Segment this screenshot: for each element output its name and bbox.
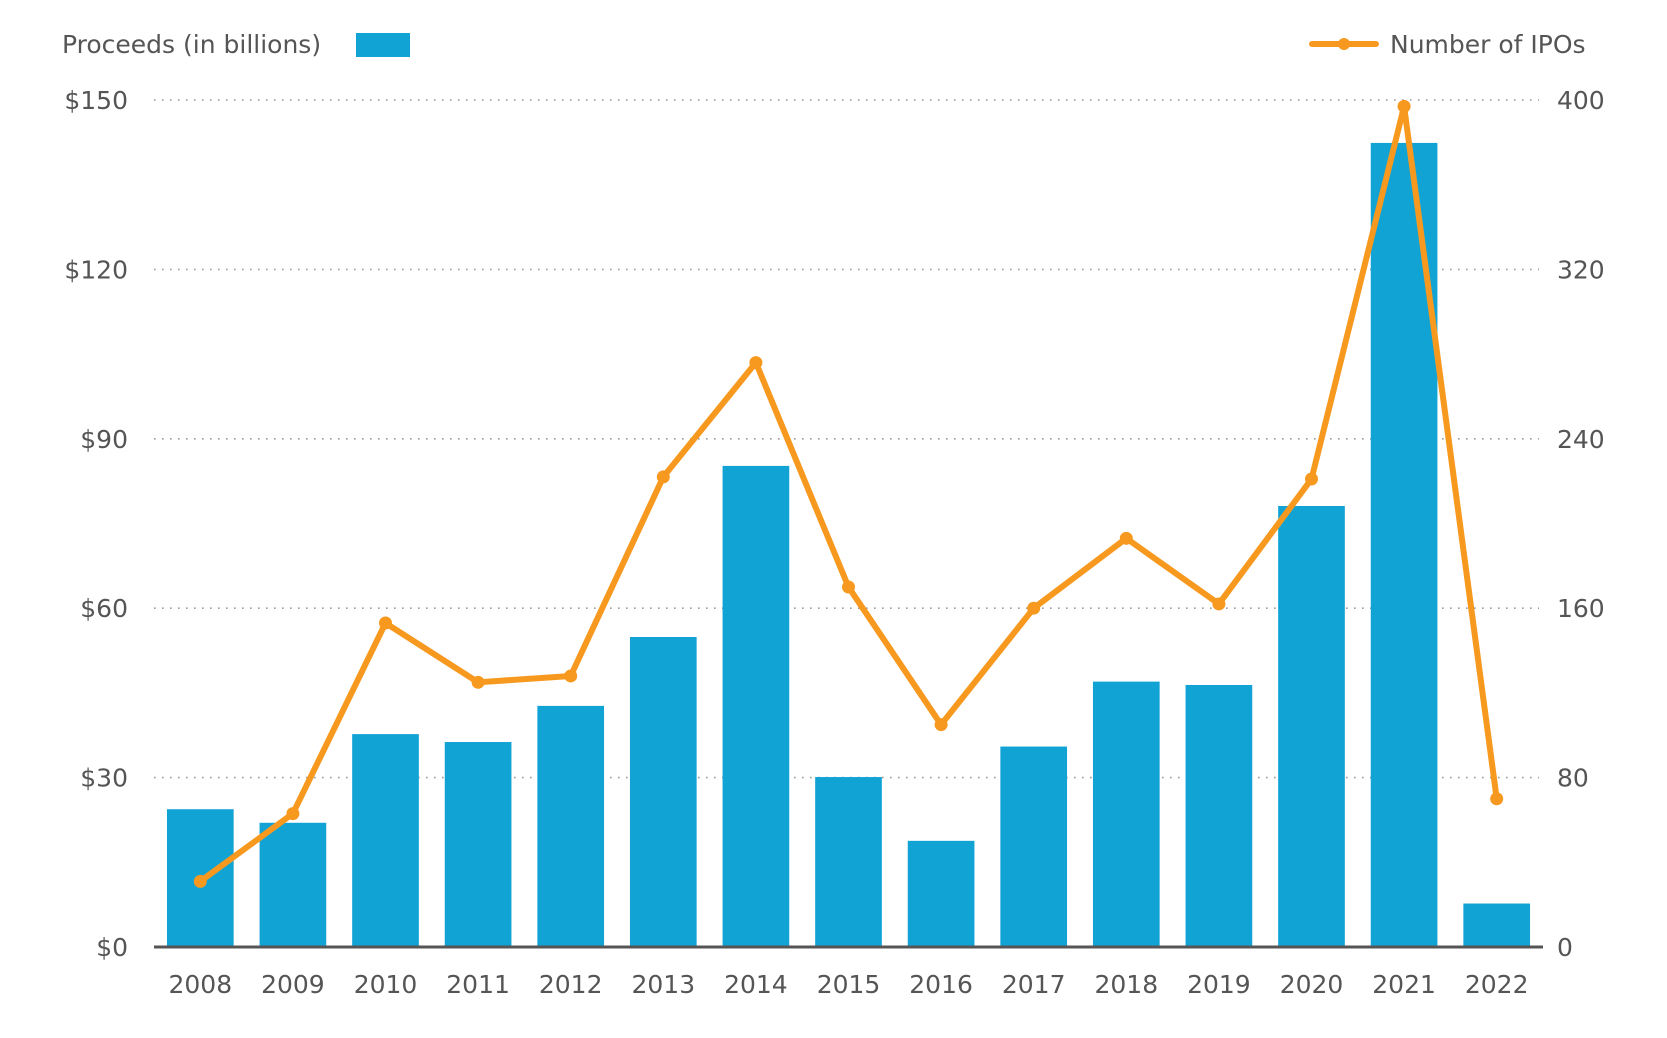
ipo-point-2021 (1397, 99, 1411, 113)
ipo-point-2017 (1027, 601, 1041, 615)
left-tick-label: $90 (80, 425, 128, 454)
x-tick-label: 2019 (1187, 970, 1251, 999)
x-tick-label: 2017 (1002, 970, 1066, 999)
x-axis-ticks: 2008 2009 2010 2011 2012 2013 2014 2015 2016 2017… (168, 970, 1528, 999)
left-tick-label: $150 (64, 86, 128, 115)
legend-ipos-label: Number of IPOs (1390, 30, 1586, 59)
right-tick-label: 400 (1557, 86, 1605, 115)
right-tick-label: 240 (1557, 425, 1605, 454)
proceeds-bar-2017 (1000, 746, 1068, 947)
ipo-point-2019 (1212, 597, 1226, 611)
left-tick-label: $0 (96, 933, 128, 962)
ipo-point-2008 (193, 874, 207, 888)
proceeds-bar-2018 (1092, 681, 1160, 947)
proceeds-bar-2022 (1463, 903, 1531, 947)
x-tick-label: 2010 (354, 970, 418, 999)
x-tick-label: 2013 (631, 970, 695, 999)
legend-proceeds: Proceeds (in billions) (62, 30, 410, 59)
ipo-point-2018 (1119, 531, 1133, 545)
ipo-count-line (193, 99, 1504, 888)
x-tick-label: 2022 (1465, 970, 1529, 999)
right-tick-label: 80 (1557, 764, 1589, 793)
ipo-point-2012 (564, 669, 578, 683)
proceeds-bar-2014 (722, 465, 790, 947)
proceeds-bar-2020 (1278, 505, 1345, 947)
right-tick-label: 0 (1557, 933, 1573, 962)
proceeds-bar-2009 (259, 822, 327, 947)
x-tick-label: 2016 (909, 970, 973, 999)
x-tick-label: 2008 (168, 970, 232, 999)
legend-proceeds-swatch (356, 33, 410, 57)
x-tick-label: 2020 (1280, 970, 1344, 999)
proceeds-bar-2019 (1185, 684, 1253, 947)
ipo-point-2009 (286, 807, 300, 821)
left-tick-label: $60 (80, 594, 128, 623)
legend-ipos-marker (1338, 38, 1350, 50)
proceeds-bars (166, 142, 1531, 947)
ipo-point-2014 (749, 356, 763, 370)
ipo-point-2010 (379, 616, 392, 630)
proceeds-bar-2012 (537, 705, 605, 947)
right-axis-ticks: 0 80 160 240 320 400 (1557, 86, 1605, 962)
ipo-point-2016 (934, 718, 948, 732)
x-tick-label: 2015 (817, 970, 881, 999)
right-tick-label: 320 (1557, 255, 1605, 284)
x-tick-label: 2021 (1372, 970, 1436, 999)
legend-ipos: Number of IPOs (1309, 30, 1586, 59)
x-tick-label: 2018 (1094, 970, 1158, 999)
left-tick-label: $120 (64, 255, 128, 284)
ipo-point-2020 (1305, 472, 1318, 486)
x-tick-label: 2011 (446, 970, 510, 999)
ipo-point-2011 (471, 675, 485, 689)
left-tick-label: $30 (80, 764, 128, 793)
proceeds-bar-2015 (815, 777, 882, 947)
ipo-point-2022 (1490, 792, 1504, 806)
proceeds-bar-2011 (444, 742, 512, 947)
proceeds-bar-2010 (352, 734, 419, 947)
right-tick-label: 160 (1557, 594, 1605, 623)
x-tick-label: 2014 (724, 970, 788, 999)
ipo-point-2013 (656, 470, 670, 484)
x-tick-label: 2009 (261, 970, 325, 999)
x-tick-label: 2012 (539, 970, 603, 999)
ipo-point-2015 (842, 580, 855, 594)
left-axis-ticks: $0 $30 $60 $90 $120 $150 (64, 86, 128, 962)
legend-proceeds-label: Proceeds (in billions) (62, 30, 321, 59)
proceeds-bar-2016 (907, 840, 975, 947)
proceeds-bar-2013 (629, 636, 697, 947)
